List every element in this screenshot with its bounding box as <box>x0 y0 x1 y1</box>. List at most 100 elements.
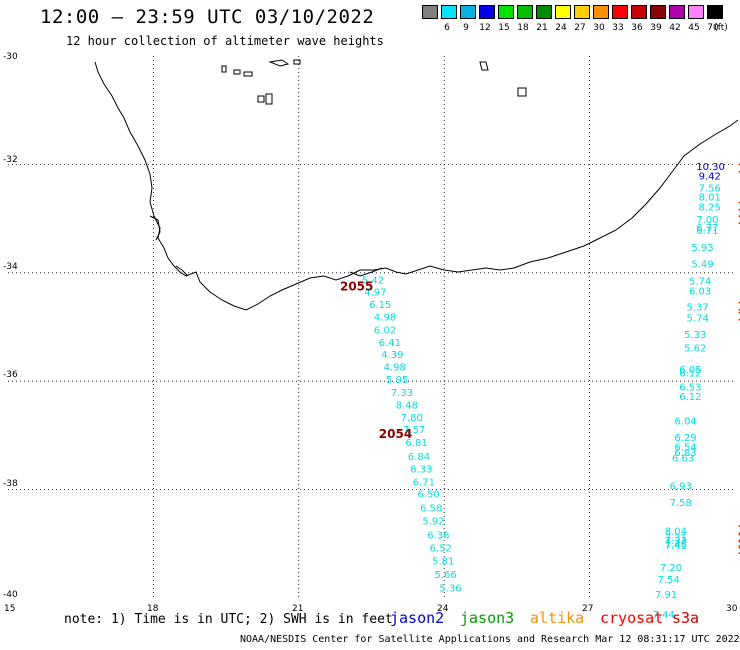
scale-label: 18 <box>517 23 529 33</box>
scale-swatch <box>460 5 476 19</box>
scale-label: 12 <box>479 23 491 33</box>
scale-swatch <box>593 5 609 19</box>
scale-swatch <box>536 5 552 19</box>
wave-height-label: 6.50 <box>418 490 440 501</box>
wave-height-label: 6.41 <box>379 338 401 349</box>
lat-label-38: -38 <box>3 479 18 489</box>
lat-label-32: -32 <box>3 155 18 165</box>
lat-label-34: -34 <box>3 262 18 272</box>
scale-swatch <box>422 5 438 19</box>
scale-swatch <box>669 5 685 19</box>
legend-jason3: jason3 <box>460 609 515 627</box>
pass-times: 205520541607160716071607160160111 <box>340 162 740 558</box>
scale-swatch <box>479 5 495 19</box>
wave-height-label: 5.92 <box>422 516 444 527</box>
pass-time-label: 1 <box>737 199 740 213</box>
wave-height-label: 5.93 <box>691 243 713 254</box>
scale-swatch <box>555 5 571 19</box>
wave-height-label: 8.04 <box>665 527 687 538</box>
graticule <box>8 56 735 598</box>
wave-height-label: 7.00 <box>696 215 718 226</box>
scale-label: 27 <box>574 23 586 33</box>
altimeter-tracks: 5.424.976.154.986.026.414.394.985.957.33… <box>362 162 725 621</box>
wave-height-label: 5.95 <box>386 375 408 386</box>
lon-label-27: 27 <box>582 604 594 614</box>
wave-height-label: 7.33 <box>665 536 687 547</box>
coast-inlet <box>149 215 383 277</box>
scale-label: 33 <box>612 23 624 33</box>
wave-height-label: 7.48 <box>665 540 687 551</box>
wave-height-label: 6.77 <box>696 223 718 234</box>
wave-height-label: 4.39 <box>381 350 403 361</box>
pass-time-label: 1607 <box>737 523 740 537</box>
wave-height-label: 7.56 <box>699 184 721 195</box>
wave-height-label: 5.49 <box>691 259 713 270</box>
scale-label: 21 <box>536 23 548 33</box>
wave-height-label: 9.42 <box>699 172 721 183</box>
wave-height-label: 5.62 <box>684 343 706 354</box>
wave-height-label: 5.42 <box>362 276 384 287</box>
wave-height-label: 6.04 <box>674 417 696 428</box>
scale-swatch <box>612 5 628 19</box>
wave-height-label: 6.12 <box>679 368 701 379</box>
pass-time-label: 2055 <box>340 280 373 294</box>
wave-height-label: 8.25 <box>699 202 721 213</box>
wave-height-label: 6.52 <box>430 543 452 554</box>
wave-height-label: 6.53 <box>679 382 701 393</box>
wave-height-label: 6.12 <box>679 392 701 403</box>
wave-height-label: 10.30 <box>696 162 725 173</box>
scale-label: 39 <box>650 23 662 33</box>
legend-cryosat: cryosat <box>600 609 664 627</box>
wave-height-label: 6.58 <box>420 503 442 514</box>
wave-height-label: 5.74 <box>689 277 711 288</box>
wave-height-label: 6.71 <box>696 226 718 237</box>
color-scale-unit: (ft) <box>714 23 728 33</box>
pass-time-label: 160 <box>737 300 740 314</box>
wave-height-label: 5.66 <box>435 570 457 581</box>
lon-label-18: 18 <box>147 604 159 614</box>
wave-height-label: 6.63 <box>672 453 694 464</box>
wave-height-label: 6.05 <box>679 365 701 376</box>
lat-label-30: -30 <box>3 52 18 62</box>
scale-swatch <box>517 5 533 19</box>
wave-height-label: 6.29 <box>674 433 696 444</box>
wave-height-label: 6.36 <box>427 530 449 541</box>
scale-swatch <box>688 5 704 19</box>
scale-swatch <box>441 5 457 19</box>
wave-height-label: 6.33 <box>410 464 432 475</box>
scale-label: 36 <box>631 23 643 33</box>
pass-time-label: 1 <box>737 213 740 227</box>
wave-height-label: 4.98 <box>374 312 396 323</box>
pass-time-label: 1607 <box>737 532 740 546</box>
wave-height-label: 5.33 <box>684 330 706 341</box>
scale-label: 15 <box>498 23 510 33</box>
scale-label: 45 <box>688 23 700 33</box>
wave-height-label: 6.03 <box>689 286 711 297</box>
pass-time-label: 2054 <box>379 427 412 441</box>
scale-label: 6 <box>444 23 450 33</box>
scale-swatch <box>498 5 514 19</box>
legend-jason2: jason2 <box>390 609 445 627</box>
scale-label: 30 <box>593 23 605 33</box>
credit-line: NOAA/NESDIS Center for Satellite Applica… <box>240 634 740 645</box>
pass-time-label: 1 <box>737 162 740 176</box>
wave-height-label: 8.48 <box>396 400 418 411</box>
wave-height-label: 6.54 <box>674 443 696 454</box>
scale-swatch <box>707 5 723 19</box>
wave-height-label: 6.02 <box>374 326 396 337</box>
scale-label: 24 <box>555 23 567 33</box>
wave-height-label: 6.71 <box>413 477 435 488</box>
wave-height-label: 6.83 <box>674 448 696 459</box>
wave-height-label: 5.37 <box>687 303 709 314</box>
scale-swatch <box>650 5 666 19</box>
scale-label: 9 <box>463 23 469 33</box>
lat-label-36: -36 <box>3 370 18 380</box>
wave-height-label: 7.33 <box>391 388 413 399</box>
coastline <box>94 61 739 311</box>
scale-label: 70 <box>707 23 719 33</box>
scale-label: 42 <box>669 23 681 33</box>
wave-height-label: 7.41 <box>665 541 687 552</box>
pass-time-label: 160 <box>737 309 740 323</box>
wave-height-label: 6.84 <box>408 452 430 463</box>
